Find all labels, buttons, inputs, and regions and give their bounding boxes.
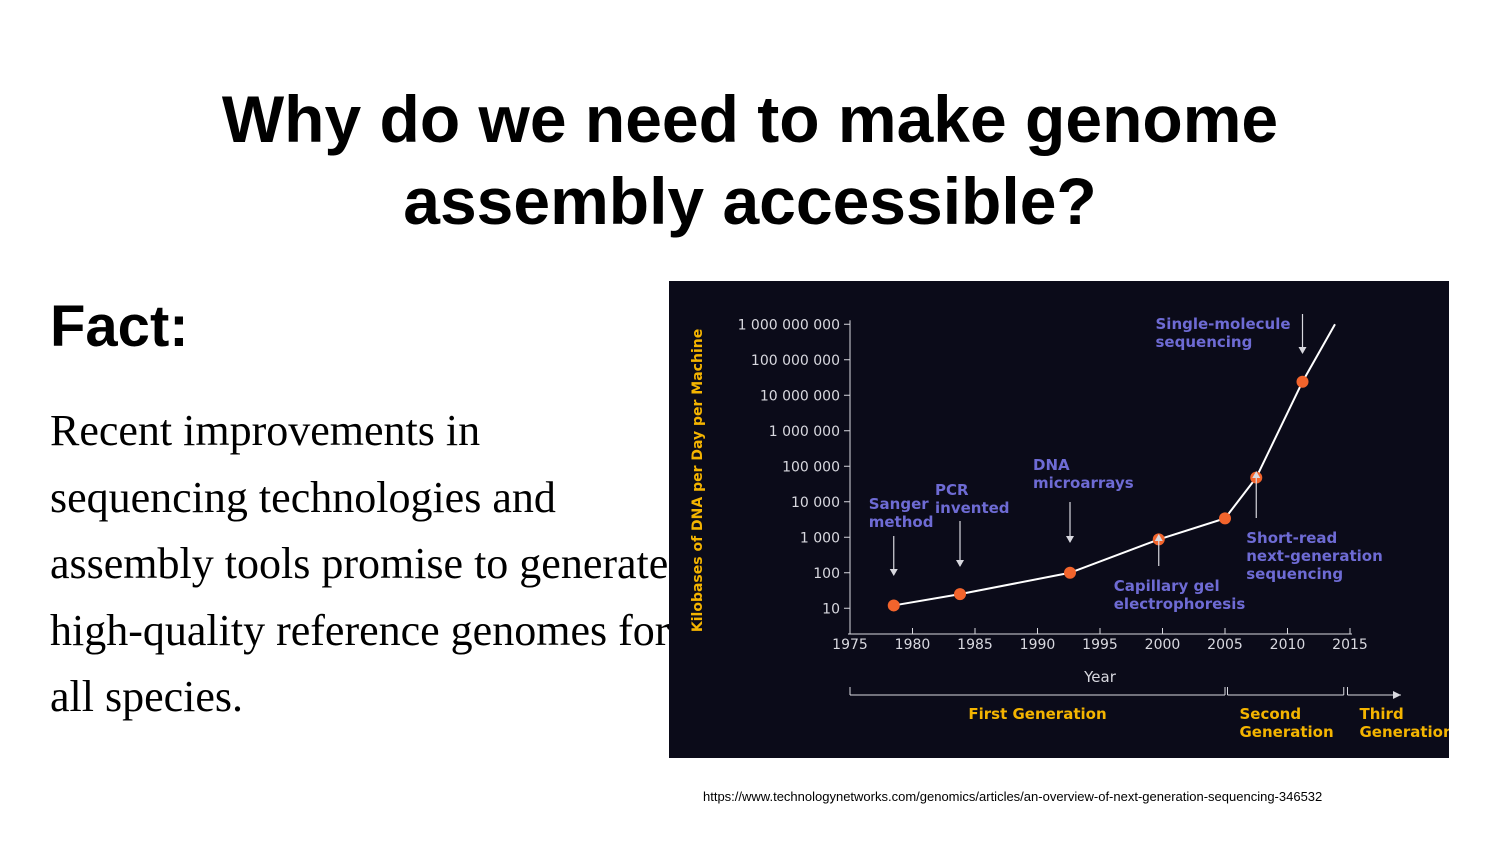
x-tick-label: 2000 bbox=[1145, 637, 1181, 653]
annotation-arrowhead bbox=[1066, 536, 1074, 543]
annotation-label: next-generation bbox=[1246, 547, 1383, 565]
generation-label: Generation bbox=[1240, 723, 1334, 741]
y-tick-label: 1 000 bbox=[800, 530, 840, 546]
annotation-label: sequencing bbox=[1246, 565, 1343, 583]
y-tick-label: 10 bbox=[822, 601, 840, 617]
y-tick-label: 10 000 000 bbox=[760, 388, 840, 404]
slide-title-line-2: assembly accessible? bbox=[403, 164, 1097, 238]
annotation-arrowhead bbox=[1298, 347, 1307, 354]
generation-label: Third bbox=[1360, 705, 1404, 723]
fact-heading: Fact: bbox=[50, 294, 189, 359]
annotation-label: method bbox=[869, 513, 934, 531]
chart-svg: 10 100 1 000 10 000 100 000 1 000 000 10 000 0… bbox=[690, 314, 1450, 741]
annotation-label: PCR bbox=[935, 481, 969, 499]
annotation-label: electrophoresis bbox=[1114, 595, 1246, 613]
data-point bbox=[887, 599, 900, 612]
annotation-label: Single-molecule bbox=[1156, 315, 1291, 333]
generation-bracket-arrowhead bbox=[1393, 691, 1401, 699]
annotation-arrowhead bbox=[1252, 471, 1261, 478]
x-tick-label: 2010 bbox=[1270, 637, 1306, 653]
sequencing-throughput-chart: 10 100 1 000 10 000 100 000 1 000 000 10 000 0… bbox=[669, 281, 1449, 758]
y-tick-label: 100 000 000 bbox=[751, 353, 840, 369]
annotation-arrowhead bbox=[1154, 534, 1163, 541]
annotation-arrowhead bbox=[956, 560, 964, 567]
y-tick-label: 100 000 bbox=[782, 459, 840, 475]
data-point bbox=[1219, 512, 1231, 525]
x-tick-label: 1975 bbox=[832, 637, 868, 653]
y-axis-label: Kilobases of DNA per Day per Machine bbox=[690, 329, 706, 632]
y-tick-label: 1 000 000 bbox=[769, 424, 840, 440]
data-point bbox=[1296, 375, 1309, 388]
x-tick-label: 1985 bbox=[957, 637, 993, 653]
generation-label: Second bbox=[1240, 705, 1302, 723]
x-tick-label: 1990 bbox=[1020, 637, 1056, 653]
slide-title-line-1: Why do we need to make genome bbox=[221, 82, 1279, 156]
data-point bbox=[954, 588, 966, 601]
generation-label: Generation bbox=[1360, 723, 1450, 741]
annotation-label: DNA bbox=[1033, 456, 1070, 474]
x-tick-label: 2015 bbox=[1332, 637, 1368, 653]
generation-label: First Generation bbox=[968, 705, 1106, 723]
annotation-arrowhead bbox=[889, 569, 898, 576]
data-point bbox=[1064, 566, 1076, 579]
x-axis-label: Year bbox=[1083, 668, 1117, 686]
fact-body-text: Recent improvements in sequencing techno… bbox=[50, 406, 670, 721]
x-tick-label: 2005 bbox=[1207, 637, 1243, 653]
annotation-label: Short-read bbox=[1246, 529, 1337, 547]
x-tick-label: 1980 bbox=[895, 637, 931, 653]
annotation-label: Capillary gel bbox=[1114, 577, 1220, 595]
annotation-label: invented bbox=[935, 499, 1010, 517]
source-url: https://www.technologynetworks.com/genom… bbox=[703, 789, 1323, 804]
annotation-label: sequencing bbox=[1156, 333, 1253, 351]
y-tick-label: 10 000 bbox=[791, 495, 840, 511]
slide-title: Why do we need to make genome assembly a… bbox=[0, 78, 1500, 242]
x-tick-label: 1995 bbox=[1082, 637, 1118, 653]
y-tick-label: 100 bbox=[813, 566, 840, 582]
series-line bbox=[893, 323, 1336, 607]
annotation-label: Sanger bbox=[869, 495, 930, 513]
y-tick-label: 1 000 000 000 bbox=[738, 317, 840, 333]
annotation-label: microarrays bbox=[1033, 474, 1134, 492]
